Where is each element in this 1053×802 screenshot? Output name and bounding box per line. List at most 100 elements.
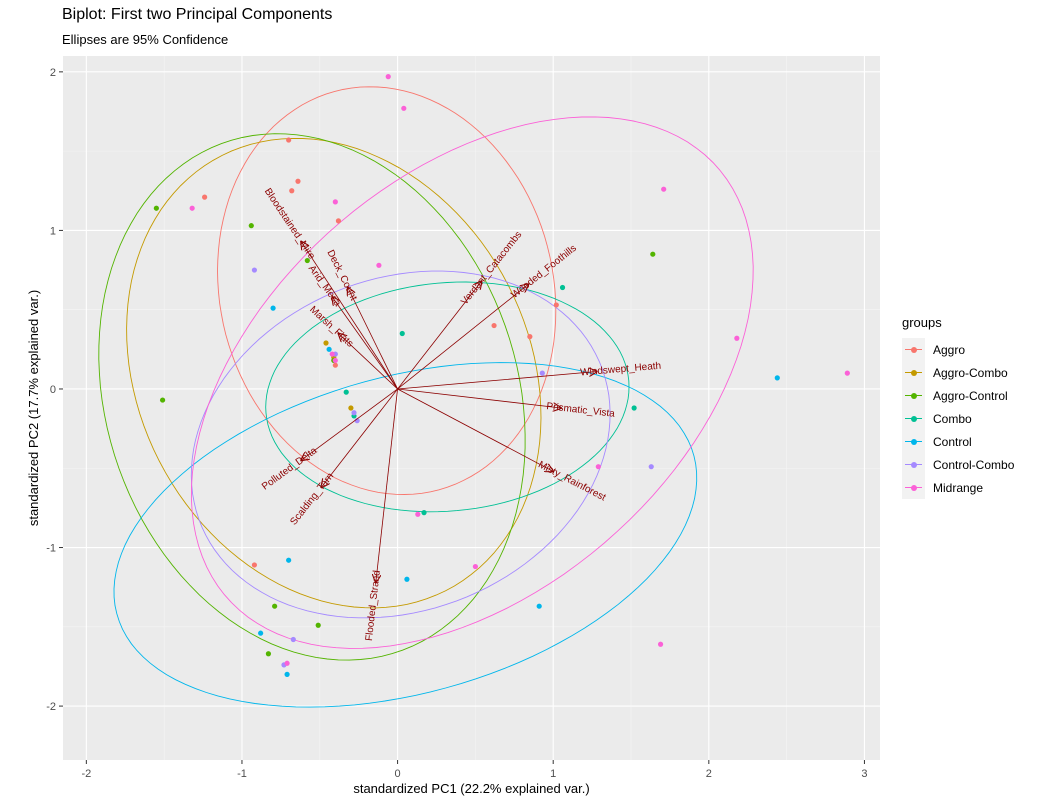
- point-aggro-combo: [323, 340, 329, 346]
- loading-arrow: [397, 281, 482, 390]
- legend-item: Aggro-Combo: [902, 361, 1014, 384]
- point-midrange: [332, 199, 338, 205]
- point-aggro: [527, 334, 533, 340]
- y-tick-label: -2: [46, 701, 56, 713]
- point-combo: [343, 389, 349, 395]
- point-aggro-control: [650, 251, 656, 257]
- legend-item: Combo: [902, 407, 1014, 430]
- point-aggro-control: [304, 257, 310, 264]
- ellipse-aggro-control: [98, 133, 526, 661]
- loading-arrow: [397, 388, 561, 408]
- point-midrange: [657, 641, 664, 647]
- loading-arrow: [338, 333, 398, 390]
- legend-key: [902, 476, 925, 499]
- point-aggro: [289, 188, 295, 194]
- x-tick-label: 2: [706, 768, 712, 780]
- point-aggro-control: [272, 603, 278, 609]
- legend-key: [902, 361, 925, 384]
- point-midrange: [284, 660, 290, 666]
- legend-item: Control-Combo: [902, 453, 1014, 476]
- x-tick-label: 1: [550, 768, 556, 780]
- y-axis-title: standardized PC2 (17.7% explained var.): [26, 290, 41, 526]
- ellipse-aggro: [217, 86, 557, 495]
- legend-key: [902, 430, 925, 453]
- x-tick-label: 0: [395, 768, 401, 780]
- point-aggro: [251, 562, 258, 568]
- legend-item: Midrange: [902, 476, 1014, 499]
- legend-label: Aggro-Control: [933, 388, 1008, 403]
- point-midrange: [472, 563, 478, 570]
- loading-arrow: [301, 388, 398, 460]
- point-aggro-control: [159, 397, 166, 403]
- loading-arrow: [397, 284, 529, 390]
- point-midrange: [329, 351, 335, 357]
- loading-arrow: [332, 297, 398, 390]
- legend-item: Aggro: [902, 338, 1014, 361]
- point-aggro-control: [248, 223, 254, 229]
- loading-arrow: [301, 242, 398, 390]
- point-control: [258, 630, 264, 636]
- ellipse-midrange: [190, 116, 754, 649]
- point-combo: [421, 510, 427, 516]
- legend-title: groups: [902, 315, 942, 330]
- point-aggro: [335, 218, 342, 224]
- legend-label: Combo: [933, 411, 972, 426]
- point-aggro: [202, 194, 208, 200]
- point-control: [284, 671, 290, 677]
- legend-key: [902, 407, 925, 430]
- point-control-combo: [351, 410, 357, 416]
- point-control: [404, 576, 410, 582]
- point-control-combo: [539, 370, 545, 376]
- point-aggro-control: [153, 205, 159, 211]
- point-midrange: [189, 205, 195, 211]
- point-control: [774, 375, 780, 381]
- loading-arrow: [348, 287, 398, 390]
- point-midrange: [661, 186, 667, 192]
- legend: groups Aggro Aggro-Combo Aggro-Control Comb…: [902, 315, 1014, 499]
- legend-items: Aggro Aggro-Combo Aggro-Control Combo Contro…: [902, 338, 1014, 499]
- point-aggro-control: [265, 651, 272, 657]
- point-aggro: [332, 362, 338, 368]
- y-tick-label: 1: [50, 225, 56, 237]
- legend-item: Aggro-Control: [902, 384, 1014, 407]
- legend-label: Control-Combo: [933, 457, 1015, 472]
- legend-key: [902, 338, 925, 361]
- point-combo: [399, 330, 405, 337]
- point-midrange: [595, 464, 601, 470]
- ellipse-control: [113, 362, 698, 708]
- point-aggro: [491, 322, 497, 329]
- legend-item: Control: [902, 430, 1014, 453]
- ellipse-control-combo: [190, 270, 611, 619]
- y-tick-label: 2: [50, 67, 56, 79]
- y-tick-label: 0: [50, 384, 56, 396]
- x-tick-label: -2: [81, 768, 91, 780]
- legend-key: [902, 384, 925, 407]
- loading-arrow: [321, 388, 398, 487]
- point-aggro: [286, 137, 292, 143]
- legend-label: Aggro: [933, 342, 966, 357]
- legend-label: Control: [933, 434, 972, 449]
- point-control-combo: [251, 267, 258, 273]
- legend-label: Aggro-Combo: [933, 365, 1008, 380]
- point-midrange: [415, 511, 421, 517]
- y-tick-label: -1: [46, 543, 56, 555]
- point-aggro: [295, 178, 301, 184]
- point-control: [270, 305, 276, 311]
- chart-title: Biplot: First two Principal Components: [62, 6, 333, 23]
- point-combo: [559, 284, 566, 291]
- point-midrange: [401, 105, 407, 111]
- loading-arrow: [376, 388, 398, 582]
- point-midrange: [385, 74, 391, 80]
- x-tick-label: -1: [237, 768, 247, 780]
- point-control: [286, 557, 292, 563]
- point-control: [536, 603, 542, 609]
- point-midrange: [332, 357, 338, 364]
- loading-arrow: [397, 388, 554, 471]
- chart-subtitle: Ellipses are 95% Confidence: [62, 32, 229, 47]
- x-axis-title: standardized PC1 (22.2% explained var.): [353, 781, 589, 796]
- legend-key: [902, 453, 925, 476]
- point-aggro-combo: [348, 405, 354, 411]
- point-control-combo: [648, 464, 654, 470]
- point-aggro-control: [315, 622, 321, 628]
